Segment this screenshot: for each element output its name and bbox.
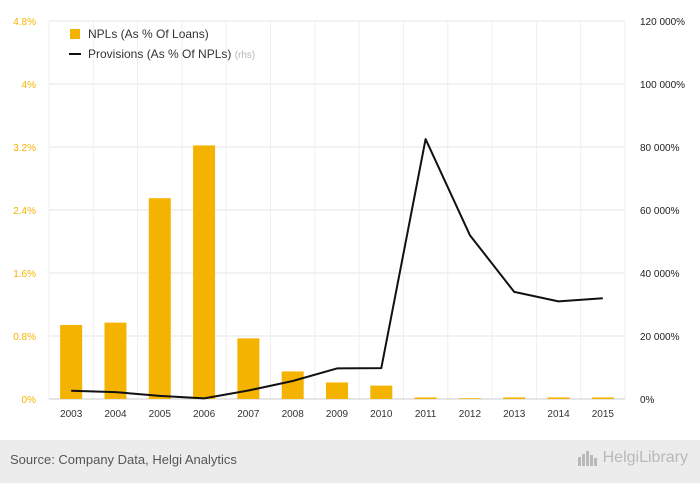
bar <box>326 382 348 399</box>
y-right-tick-label: 0% <box>640 395 655 406</box>
bar <box>370 385 393 399</box>
provisions-line <box>71 138 603 400</box>
x-tick-label: 2015 <box>592 409 615 420</box>
x-tick-label: 2006 <box>193 409 216 420</box>
y-left-tick-label: 2.4% <box>13 206 36 217</box>
bar <box>104 322 127 399</box>
y-right-tick-label: 20 000% <box>640 332 680 343</box>
y-right-tick-label: 100 000% <box>640 80 685 91</box>
footer: Source: Company Data, Helgi Analytics He… <box>0 440 700 483</box>
y-left-tick-label: 4% <box>22 80 37 91</box>
y-right-tick-label: 80 000% <box>640 143 680 154</box>
bar <box>60 324 83 399</box>
bar <box>148 198 171 399</box>
y-left-tick-label: 3.2% <box>13 143 36 154</box>
legend-swatch-npls <box>70 29 80 39</box>
source-text: Source: Company Data, Helgi Analytics <box>10 452 237 467</box>
bar <box>414 397 437 399</box>
y-left-tick-label: 0% <box>22 395 37 406</box>
x-tick-label: 2014 <box>547 409 570 420</box>
x-tick-label: 2010 <box>370 409 393 420</box>
bar <box>547 397 570 399</box>
bar <box>281 371 304 399</box>
x-tick-label: 2013 <box>503 409 526 420</box>
library-icon <box>577 451 597 466</box>
y-left-tick-label: 1.6% <box>13 269 36 280</box>
x-tick-label: 2011 <box>415 409 437 420</box>
x-tick-label: 2004 <box>104 409 127 420</box>
x-tick-label: 2009 <box>326 409 349 420</box>
legend-label-npls: NPLs (As % Of Loans) <box>88 27 209 41</box>
y-right-tick-label: 120 000% <box>640 17 685 28</box>
y-right-tick-label: 40 000% <box>640 269 680 280</box>
bar <box>237 338 260 399</box>
x-tick-label: 2008 <box>282 409 305 420</box>
y-left-tick-label: 0.8% <box>13 332 36 343</box>
chart: 0% 0% 0.8% 20 000% 1.6% 40 000% 2.4% 60 000% 3.2… <box>13 17 685 420</box>
x-tick-label: 2012 <box>459 409 482 420</box>
bar <box>458 398 481 399</box>
legend-rhs-note: (rhs) <box>235 50 256 61</box>
y-right-tick-label: 60 000% <box>640 206 680 217</box>
x-tick-label: 2007 <box>237 409 260 420</box>
x-tick-label: 2005 <box>149 409 172 420</box>
legend-label-provisions: Provisions (As % Of NPLs) (rhs) <box>88 47 255 61</box>
bar <box>503 397 526 399</box>
bar <box>591 397 614 399</box>
brand-logo[interactable]: HelgiLibrary <box>577 449 688 467</box>
x-tick-label: 2003 <box>60 409 83 420</box>
brand-name: HelgiLibrary <box>602 449 688 466</box>
bar <box>193 145 216 399</box>
y-left-tick-label: 4.8% <box>13 17 36 28</box>
